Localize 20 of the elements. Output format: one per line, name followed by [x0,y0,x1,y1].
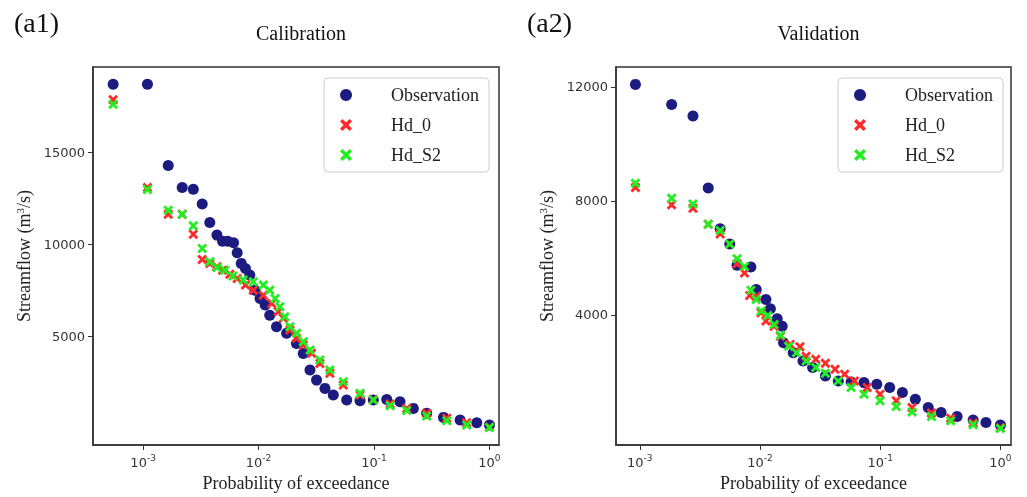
y-axis-title: Streamflow (m3/s) [13,190,35,322]
legend-label: Observation [905,85,994,105]
legend-label: Hd_S2 [905,145,956,165]
y-tick-label: 5000 [51,328,85,344]
y-tick-label: 10000 [43,236,85,252]
chart-title: Validation [777,22,860,44]
legend-label: Hd_S2 [391,145,442,165]
chart-title: Calibration [256,22,346,44]
legend-label: Hd_0 [391,115,432,135]
y-tick-label: 8000 [574,193,608,209]
x-axis-title: Probability of exceedance [720,472,907,493]
y-axis-title: Streamflow (m3/s) [536,190,558,322]
x-axis-title: Probability of exceedance [202,472,390,493]
y-tick-label: 12000 [566,79,608,95]
legend-label: Hd_0 [905,115,946,135]
text: (a1) [14,6,60,38]
y-tick-label: 4000 [574,307,608,323]
text: (a2) [527,6,573,38]
y-tick-label: 15000 [43,145,85,161]
legend-label: Observation [391,85,480,105]
